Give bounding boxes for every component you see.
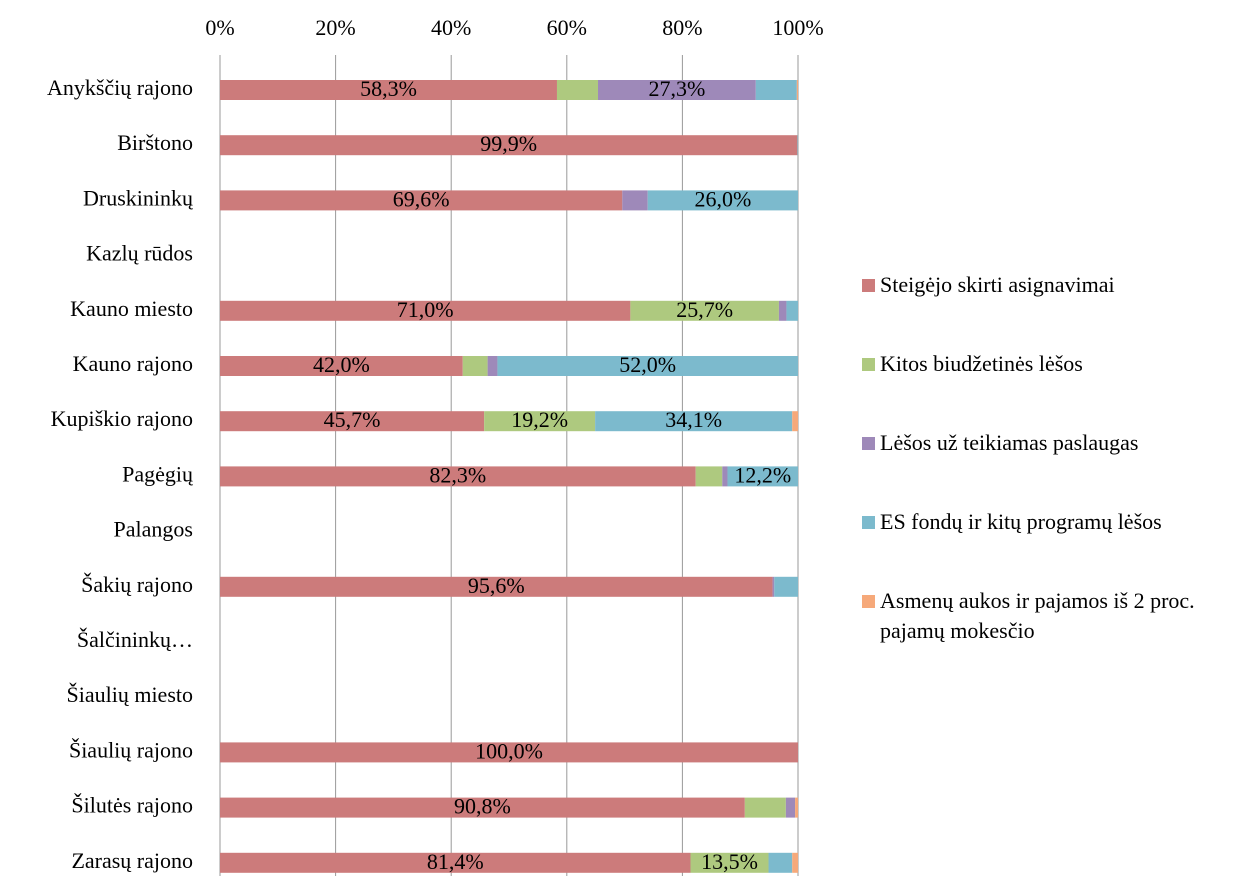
bar-segment xyxy=(722,466,728,487)
data-label: 26,0% xyxy=(694,186,751,211)
data-label: 69,6% xyxy=(393,186,450,211)
bar-segment xyxy=(744,797,786,818)
legend-swatch xyxy=(862,595,875,608)
bar-segment xyxy=(220,300,631,321)
bar-segment xyxy=(796,80,798,100)
data-label: 25,7% xyxy=(676,297,733,322)
bar-segment xyxy=(220,742,798,763)
bar-segment xyxy=(755,80,797,100)
bar-segment xyxy=(690,852,769,873)
bar-segment xyxy=(774,576,798,597)
bar-segment xyxy=(220,411,485,432)
bar-segment xyxy=(797,135,798,156)
bar-segment xyxy=(598,80,756,100)
data-label: 100,0% xyxy=(475,738,543,763)
y-tick-label: Kauno rajono xyxy=(73,351,193,376)
bar-segment xyxy=(462,356,488,376)
y-tick-label: Šiaulių miesto xyxy=(67,682,194,707)
data-label: 19,2% xyxy=(511,407,568,432)
y-tick-label: Šiaulių rajono xyxy=(69,737,193,762)
legend: Steigėjo skirti asignavimai Kitos biudžet… xyxy=(862,270,1257,695)
bar-segment xyxy=(772,576,775,597)
y-tick-label: Birštono xyxy=(117,130,193,155)
bar-segment xyxy=(622,190,648,211)
bar-segment xyxy=(556,80,599,100)
bar-segment xyxy=(497,356,798,376)
y-tick-label: Šilutės rajono xyxy=(71,793,193,818)
bar-segment xyxy=(220,797,745,818)
bar-segment xyxy=(792,411,798,432)
y-tick-label: Palangos xyxy=(114,517,193,542)
y-tick-label: Druskininkų xyxy=(83,185,194,210)
bar-segment xyxy=(220,190,623,211)
data-label: 82,3% xyxy=(429,462,486,487)
bar-segment xyxy=(647,190,798,211)
y-tick-label: Šalčininkų… xyxy=(77,627,193,652)
x-tick-label: 60% xyxy=(547,15,587,40)
legend-label: Steigėjo skirti asignavimai xyxy=(880,272,1115,297)
legend-item: Steigėjo skirti asignavimai xyxy=(862,270,1257,300)
bar-segment xyxy=(484,411,596,432)
legend-swatch xyxy=(862,358,875,371)
data-label: 42,0% xyxy=(313,352,370,377)
bar-segment xyxy=(792,852,798,873)
bar-segment xyxy=(487,356,498,376)
y-tick-label: Šakių rajono xyxy=(81,572,193,597)
legend-label: Kitos biudžetinės lėšos xyxy=(880,351,1083,376)
y-tick-label: Kupiškio rajono xyxy=(51,406,193,431)
bar-segment xyxy=(220,852,691,873)
y-tick-label: Anykščių rajono xyxy=(47,75,193,100)
data-label: 34,1% xyxy=(665,407,722,432)
legend-label: Lėšos už teikiamas paslaugas xyxy=(880,430,1139,455)
bar-segment xyxy=(220,466,696,487)
legend-item: Lėšos už teikiamas paslaugas xyxy=(862,428,1257,458)
x-tick-label: 40% xyxy=(431,15,471,40)
legend-item: Asmenų aukos ir pajamos iš 2 proc. pajam… xyxy=(862,586,1257,646)
bar-segment xyxy=(795,797,798,818)
bar-segment xyxy=(727,466,798,487)
x-tick-label: 0% xyxy=(205,15,234,40)
bar-segment xyxy=(695,466,723,487)
x-tick-label: 20% xyxy=(315,15,355,40)
data-label: 45,7% xyxy=(324,407,381,432)
y-tick-label: Kauno miesto xyxy=(70,296,193,321)
bar-segment xyxy=(595,411,793,432)
bar-segment xyxy=(768,852,793,873)
legend-label: Asmenų aukos ir pajamos iš 2 proc. pajam… xyxy=(880,588,1195,643)
y-tick-label: Pagėgių xyxy=(122,461,194,486)
y-tick-label: Kazlų rūdos xyxy=(86,241,193,266)
data-label: 58,3% xyxy=(360,76,417,101)
data-label: 99,9% xyxy=(480,131,537,156)
legend-swatch xyxy=(862,279,875,292)
legend-swatch xyxy=(862,516,875,529)
bar-segment xyxy=(778,300,787,321)
bar-segment xyxy=(220,356,463,376)
bar-segment xyxy=(220,576,773,597)
bar-segment xyxy=(785,797,796,818)
data-label: 12,2% xyxy=(734,462,791,487)
data-label: 90,8% xyxy=(454,794,511,819)
bar-segment xyxy=(220,135,798,156)
x-tick-label: 80% xyxy=(662,15,702,40)
legend-label: ES fondų ir kitų programų lėšos xyxy=(880,509,1162,534)
data-label: 81,4% xyxy=(427,849,484,874)
legend-item: ES fondų ir kitų programų lėšos xyxy=(862,507,1257,537)
data-label: 52,0% xyxy=(619,352,676,377)
y-tick-label: Zarasų rajono xyxy=(71,848,193,873)
x-tick-label: 100% xyxy=(772,15,823,40)
data-label: 71,0% xyxy=(397,297,454,322)
data-label: 27,3% xyxy=(648,76,705,101)
bar-segment xyxy=(630,300,779,321)
bar-segment xyxy=(786,300,798,321)
data-label: 95,6% xyxy=(468,573,525,598)
data-label: 13,5% xyxy=(701,849,758,874)
legend-item: Kitos biudžetinės lėšos xyxy=(862,349,1257,379)
bar-segment xyxy=(220,80,557,100)
legend-swatch xyxy=(862,437,875,450)
